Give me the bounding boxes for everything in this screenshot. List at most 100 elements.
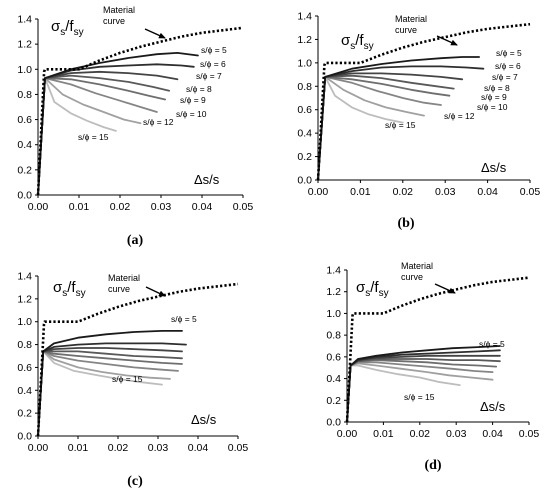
series-line — [37, 52, 199, 196]
x-tick-label: 0.01 — [373, 428, 394, 440]
series-label: s/ϕ = 6 — [200, 59, 226, 69]
x-axis-label: Δs/s — [191, 412, 217, 427]
series-label: s/ϕ = 15 — [404, 392, 435, 402]
material-curve-label: Material — [103, 5, 135, 15]
y-axis-label: σs/fsy — [356, 279, 389, 299]
series-label: s/ϕ = 6 — [495, 61, 521, 71]
x-tick-label: 0.02 — [410, 428, 431, 440]
panel-b: 0.0 0.2 0.4 0.6 0.8 1.0 1.2 1.4 0.00 0.01 0.02 0.03… — [297, 11, 540, 232]
y-tick-label: 0.8 — [326, 330, 341, 342]
series-line — [346, 345, 501, 423]
x-tick-label: 0.03 — [148, 442, 169, 454]
y-tick-label: 0.6 — [17, 114, 32, 126]
y-tick-label: 1.4 — [17, 271, 32, 283]
material-curve-arrow — [144, 28, 166, 39]
material-curve-label: curve — [108, 284, 130, 294]
x-tick-label: 0.04 — [188, 442, 209, 454]
series-label: s/ϕ = 15 — [78, 132, 109, 142]
y-tick-label: 0.4 — [326, 373, 341, 385]
material-curve-arrow — [145, 286, 166, 297]
y-tick-label: 0.0 — [297, 175, 312, 187]
x-axis-label: Δs/s — [481, 160, 507, 175]
material-curve-line — [36, 26, 244, 196]
material-curve-line — [345, 276, 530, 423]
panel-label: (b) — [397, 216, 414, 231]
panel-a: 0.0 0.2 0.4 0.6 0.8 1.0 1.2 1.4 0.00 0.01 0.02 0.03… — [17, 5, 253, 248]
y-tick-label: 1.4 — [17, 14, 32, 26]
panel-c: 0.0 0.2 0.4 0.6 0.8 1.0 1.2 1.4 0.00 0.01 0.02 0.03… — [17, 271, 248, 490]
series-label: s/ϕ = 10 — [477, 102, 508, 112]
x-tick-label: 0.05 — [520, 186, 541, 198]
x-tick-label: 0.02 — [393, 186, 414, 198]
y-tick-label: 0.8 — [297, 81, 312, 93]
material-curve-label: Material — [401, 261, 433, 271]
y-tick-label: 0.6 — [17, 362, 32, 374]
x-tick-label: 0.04 — [482, 428, 503, 440]
y-tick-label: 0.8 — [17, 339, 32, 351]
panel-label: (c) — [127, 474, 143, 489]
y-tick-label: 1.2 — [17, 293, 32, 305]
y-tick-label: 0.6 — [326, 351, 341, 363]
x-axis-label: Δs/s — [194, 172, 220, 187]
series-label: s/ϕ = 5 — [479, 339, 505, 349]
series-label: s/ϕ = 10 — [176, 109, 207, 119]
y-tick-label: 0.2 — [297, 151, 312, 163]
series-label: s/ϕ = 5 — [496, 48, 522, 58]
material-curve-label: Material — [395, 14, 427, 24]
y-tick-label: 0.2 — [17, 164, 32, 176]
series-label: s/ϕ = 8 — [186, 84, 212, 94]
y-axis-label: σs/fsy — [341, 32, 374, 52]
series-label: s/ϕ = 12 — [143, 117, 174, 127]
y-tick-label: 0.2 — [17, 408, 32, 420]
material-curve-label: curve — [395, 25, 417, 35]
x-tick-label: 0.05 — [519, 428, 540, 440]
y-tick-label: 0.6 — [297, 104, 312, 116]
x-tick-label: 0.05 — [228, 442, 249, 454]
y-tick-label: 1.4 — [326, 265, 341, 277]
material-curve-line — [316, 22, 531, 181]
material-curve-label: curve — [401, 272, 423, 282]
y-tick-label: 1.0 — [17, 64, 32, 76]
panel-d: 0.0 0.2 0.4 0.6 0.8 1.0 1.2 1.4 0.00 0.01 0.02 0.03… — [326, 261, 539, 473]
series-label: s/ϕ = 15 — [385, 120, 416, 130]
material-curve-label: curve — [103, 16, 125, 26]
series-line — [317, 56, 481, 181]
x-axis-label: Δs/s — [480, 399, 506, 414]
y-tick-label: 1.4 — [297, 11, 312, 23]
y-axis-label: σs/fsy — [53, 279, 86, 299]
x-tick-label: 0.04 — [477, 186, 498, 198]
y-tick-label: 1.2 — [297, 34, 312, 46]
x-tick-label: 0.00 — [308, 186, 329, 198]
y-tick-label: 1.2 — [326, 286, 341, 298]
series-label: s/ϕ = 7 — [196, 71, 222, 81]
x-tick-label: 0.00 — [337, 428, 358, 440]
series-label: s/ϕ = 8 — [484, 83, 510, 93]
x-tick-label: 0.04 — [192, 201, 213, 213]
panel-label: (d) — [424, 458, 441, 473]
x-tick-label: 0.02 — [110, 201, 131, 213]
series-label: s/ϕ = 5 — [201, 45, 227, 55]
series-label: s/ϕ = 12 — [444, 111, 475, 121]
y-tick-label: 1.0 — [17, 316, 32, 328]
y-tick-label: 0.2 — [326, 395, 341, 407]
y-tick-label: 0.0 — [326, 417, 341, 429]
x-tick-label: 0.01 — [68, 442, 89, 454]
series-label: s/ϕ = 9 — [481, 92, 507, 102]
y-tick-label: 0.4 — [17, 139, 32, 151]
y-tick-label: 0.4 — [17, 385, 32, 397]
x-tick-label: 0.05 — [233, 201, 254, 213]
x-tick-label: 0.00 — [28, 201, 49, 213]
material-curve-arrow — [436, 35, 458, 46]
x-tick-label: 0.01 — [350, 186, 371, 198]
y-axis-label: σs/fsy — [51, 18, 84, 38]
y-tick-label: 1.0 — [297, 57, 312, 69]
y-tick-label: 0.0 — [17, 431, 32, 443]
series-label: s/ϕ = 15 — [112, 374, 143, 384]
series-label: s/ϕ = 7 — [492, 72, 518, 82]
series-label: s/ϕ = 5 — [171, 314, 197, 324]
y-tick-label: 1.0 — [326, 308, 341, 320]
x-tick-label: 0.03 — [446, 428, 467, 440]
x-tick-label: 0.02 — [108, 442, 129, 454]
series-line — [37, 329, 183, 437]
